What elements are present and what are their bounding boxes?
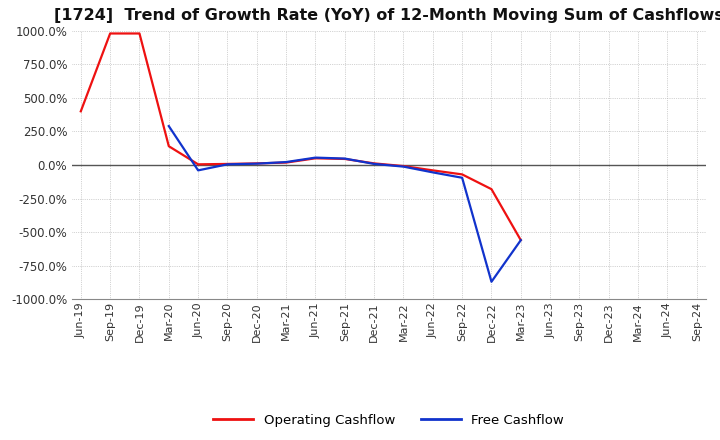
Legend: Operating Cashflow, Free Cashflow: Operating Cashflow, Free Cashflow [208, 409, 570, 432]
Title: [1724]  Trend of Growth Rate (YoY) of 12-Month Moving Sum of Cashflows: [1724] Trend of Growth Rate (YoY) of 12-… [54, 7, 720, 23]
